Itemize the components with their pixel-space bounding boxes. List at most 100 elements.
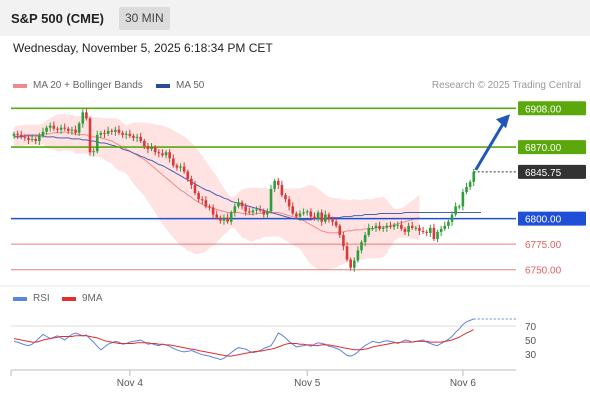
level-label-pivot: 6800.00: [525, 215, 562, 226]
candle-body: [219, 217, 222, 221]
candle-body: [425, 231, 428, 233]
candle-body: [255, 209, 258, 211]
x-tick-label: Nov 4: [117, 378, 144, 389]
candle-body: [327, 214, 331, 220]
candle-body: [248, 211, 251, 213]
candle-body: [262, 210, 266, 215]
candle-body: [305, 211, 309, 213]
candle-body: [222, 217, 226, 221]
legend-rsi-label: RSI: [33, 293, 50, 304]
candle-body: [59, 127, 63, 130]
candle-body: [204, 200, 208, 207]
candle-body: [273, 180, 276, 189]
candle-body: [421, 230, 425, 232]
candle-body: [338, 225, 342, 235]
candle-body: [19, 134, 23, 137]
candle-body: [237, 202, 240, 207]
candle-body: [157, 152, 161, 154]
candle-body: [190, 178, 193, 185]
x-tick-label: Nov 5: [294, 378, 321, 389]
level-label-resistance: 6908.00: [525, 104, 562, 115]
rsi-ma-swatch: [62, 296, 76, 301]
candle-body: [103, 132, 106, 134]
candle-body: [99, 132, 103, 135]
candle-body: [331, 219, 334, 222]
candle-body: [114, 129, 117, 132]
instrument-title: S&P 500 (CME): [11, 11, 104, 26]
candle-body: [309, 211, 313, 217]
candle-body: [208, 206, 211, 208]
candle-body: [240, 202, 244, 207]
candle-body: [197, 193, 200, 200]
rsi-ma-line: [13, 329, 474, 357]
candle-body: [153, 147, 157, 153]
header-bar: S&P 500 (CME) 30 MIN: [0, 0, 590, 36]
level-label-resistance: 6870.00: [525, 143, 562, 154]
candle-body: [186, 171, 190, 179]
candle-body: [77, 123, 81, 133]
candle-body: [41, 131, 45, 136]
candle-body: [23, 136, 27, 138]
candle-body: [150, 147, 153, 150]
candle-body: [106, 130, 110, 134]
candle-body: [266, 211, 269, 215]
candle-body: [251, 210, 255, 213]
candle-body: [363, 234, 367, 243]
candle-body: [85, 112, 88, 119]
ma50-swatch: [156, 83, 170, 88]
candle-body: [175, 165, 179, 168]
candle-body: [244, 206, 247, 212]
candle-body: [27, 137, 30, 140]
candle-body: [38, 135, 41, 141]
candle-body: [81, 112, 85, 124]
candle-body: [16, 133, 19, 135]
candle-body: [396, 224, 400, 226]
candle-body: [298, 213, 302, 217]
candle-body: [443, 225, 447, 229]
rsi-tick-label: 30: [525, 350, 537, 361]
candle-body: [320, 212, 323, 222]
candle-body: [12, 133, 16, 136]
candle-body: [258, 209, 262, 211]
candle-body: [168, 152, 171, 159]
candle-body: [143, 140, 146, 147]
candle-body: [117, 129, 121, 133]
candle-body: [121, 132, 124, 135]
candle-body: [233, 206, 237, 213]
candle-body: [287, 199, 291, 207]
candle-body: [56, 128, 59, 130]
legend-ma20-label: MA 20 + Bollinger Bands: [33, 80, 143, 91]
level-tag-pivot: [518, 211, 586, 226]
timeframe-badge[interactable]: 30 MIN: [119, 7, 170, 30]
candle-body: [389, 225, 392, 227]
ma50-line: [14, 135, 481, 221]
candle-body: [385, 225, 389, 228]
candle-body: [52, 125, 56, 129]
candle-body: [67, 128, 70, 131]
candle-body: [92, 151, 95, 153]
level-tag-resistance: [518, 101, 586, 116]
candle-body: [276, 180, 280, 185]
candle-body: [295, 213, 298, 217]
rsi-tick-label: 50: [525, 336, 537, 347]
candle-body: [418, 227, 421, 231]
candle-body: [392, 224, 396, 227]
candle-body: [164, 152, 168, 156]
candle-body: [454, 206, 457, 215]
candle-body: [63, 127, 66, 129]
candle-body: [324, 214, 327, 222]
legend-rsi-ma: 9MA: [62, 293, 103, 304]
candle-body: [342, 234, 345, 247]
candle-body: [284, 195, 287, 200]
candle-body: [302, 212, 305, 214]
candle-body: [269, 189, 273, 212]
candle-body: [450, 214, 454, 222]
candle-body: [472, 171, 476, 182]
rsi-tick-label: 70: [525, 322, 537, 333]
candle-body: [95, 134, 99, 152]
candle-body: [135, 136, 139, 138]
datetime-label: Wednesday, November 5, 2025 6:18:34 PM C…: [13, 41, 273, 55]
candle-body: [334, 221, 338, 226]
candle-body: [367, 227, 371, 235]
